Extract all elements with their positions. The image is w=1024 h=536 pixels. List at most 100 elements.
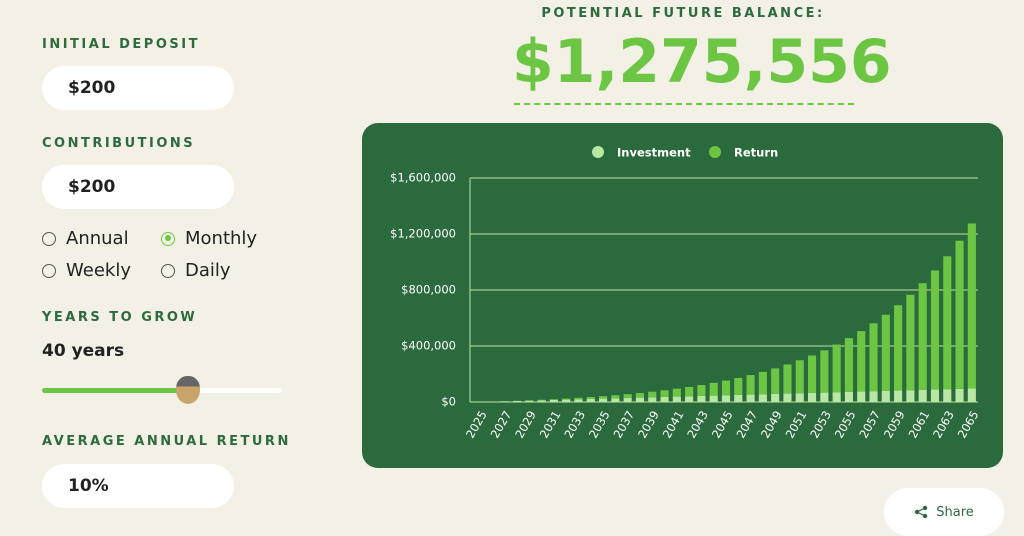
slider-track[interactable] bbox=[42, 388, 282, 393]
bar-segment bbox=[783, 365, 791, 394]
contributions-input[interactable]: $200 bbox=[42, 165, 234, 209]
bar-segment bbox=[660, 397, 668, 402]
radio-label[interactable]: Daily bbox=[185, 260, 231, 281]
legend-marker bbox=[709, 146, 721, 158]
bar-segment bbox=[636, 393, 644, 398]
share-icon bbox=[914, 505, 928, 519]
underline bbox=[514, 103, 854, 105]
y-tick-label: $0 bbox=[441, 395, 456, 409]
y-tick-label: $400,000 bbox=[401, 339, 456, 353]
y-tick-label: $1,200,000 bbox=[390, 227, 456, 241]
bar-segment bbox=[710, 383, 718, 396]
bar-segment bbox=[734, 395, 742, 402]
deposit-input[interactable]: $200 bbox=[42, 66, 234, 110]
legend-label: Investment bbox=[617, 146, 691, 160]
legend-label: Return bbox=[734, 146, 778, 160]
field-label: CONTRIBUTIONS bbox=[42, 136, 195, 151]
bar-segment bbox=[624, 398, 632, 402]
field-label: INITIAL DEPOSIT bbox=[42, 37, 200, 52]
bar-segment bbox=[882, 391, 890, 402]
bar-segment bbox=[685, 396, 693, 402]
bar-segment bbox=[722, 395, 730, 402]
bar-segment bbox=[919, 390, 927, 402]
bar-segment bbox=[820, 393, 828, 402]
bar-segment bbox=[611, 395, 619, 398]
bar-segment bbox=[648, 392, 656, 398]
y-tick-label: $800,000 bbox=[401, 283, 456, 297]
y-tick-label: $1,600,000 bbox=[390, 171, 456, 185]
bar-segment bbox=[611, 398, 619, 402]
bar-segment bbox=[882, 315, 890, 391]
bar-segment bbox=[808, 356, 816, 393]
bar-segment bbox=[968, 389, 976, 402]
radio-circle[interactable] bbox=[161, 232, 175, 246]
radio-label[interactable]: Monthly bbox=[185, 228, 257, 249]
bar-segment bbox=[796, 393, 804, 402]
bar-segment bbox=[845, 392, 853, 402]
bar-segment bbox=[759, 372, 767, 394]
bar-segment bbox=[525, 401, 533, 402]
bar-segment bbox=[869, 391, 877, 402]
bar-segment bbox=[894, 305, 902, 390]
bar-segment bbox=[783, 394, 791, 402]
bar-segment bbox=[697, 385, 705, 396]
slider-handle[interactable] bbox=[176, 376, 200, 404]
bar-segment bbox=[956, 241, 964, 389]
return-input[interactable]: 10% bbox=[42, 464, 234, 508]
radio-option[interactable]: Annual bbox=[42, 228, 129, 249]
radio-option[interactable]: Monthly bbox=[161, 228, 257, 249]
bar-segment bbox=[808, 393, 816, 402]
radio-option[interactable]: Daily bbox=[161, 260, 231, 281]
bar-segment bbox=[759, 394, 767, 402]
bar-segment bbox=[550, 399, 558, 400]
bar-segment bbox=[771, 368, 779, 394]
bar-segment bbox=[562, 399, 570, 400]
radio-label[interactable]: Annual bbox=[66, 228, 129, 249]
field-label: AVERAGE ANNUAL RETURN bbox=[42, 434, 291, 449]
bar-segment bbox=[501, 401, 509, 402]
radio-option[interactable]: Weekly bbox=[42, 260, 131, 281]
radio-label[interactable]: Weekly bbox=[66, 260, 131, 281]
page: INITIAL DEPOSIT $200 CONTRIBUTIONS $200 … bbox=[0, 0, 1024, 519]
bar-segment bbox=[931, 390, 939, 402]
bar-segment bbox=[660, 390, 668, 397]
bar-segment bbox=[968, 223, 976, 388]
slider-fill bbox=[42, 388, 187, 393]
bar-segment bbox=[513, 401, 521, 402]
bar-segment bbox=[956, 389, 964, 402]
result-value: $1,275,556 bbox=[512, 26, 854, 98]
radio-circle[interactable] bbox=[42, 232, 56, 246]
radio-circle[interactable] bbox=[42, 264, 56, 278]
bar-segment bbox=[624, 394, 632, 398]
bar-segment bbox=[538, 400, 546, 401]
legend-marker bbox=[592, 146, 604, 158]
bar-segment bbox=[943, 389, 951, 402]
radio-circle[interactable] bbox=[161, 264, 175, 278]
result-label: POTENTIAL FUTURE BALANCE: bbox=[512, 6, 854, 21]
bar-segment bbox=[906, 295, 914, 390]
bar-segment bbox=[943, 256, 951, 389]
bar-segment bbox=[648, 397, 656, 402]
bar-segment bbox=[734, 378, 742, 395]
bar-segment bbox=[538, 400, 546, 402]
bar-segment bbox=[845, 338, 853, 392]
bar-segment bbox=[919, 283, 927, 390]
bar-segment bbox=[685, 387, 693, 396]
bar-segment bbox=[574, 399, 582, 402]
bar-segment bbox=[833, 345, 841, 393]
field-label: YEARS TO GROW bbox=[42, 310, 197, 325]
chart: $0 $400,000 $800,000 $1,200,000 $1,600,000 In… bbox=[362, 123, 1003, 468]
years-value: 40 years bbox=[42, 341, 124, 361]
bar-segment bbox=[869, 323, 877, 391]
bar-segment bbox=[587, 397, 595, 399]
bar-segment bbox=[747, 395, 755, 402]
share-button[interactable]: Share bbox=[884, 488, 1004, 536]
bar-segment bbox=[673, 389, 681, 397]
bar-segment bbox=[857, 331, 865, 391]
bar-segment bbox=[722, 381, 730, 396]
bar-segment bbox=[599, 399, 607, 402]
bar-segment bbox=[931, 270, 939, 389]
bar-segment bbox=[636, 398, 644, 402]
share-label[interactable]: Share bbox=[936, 505, 974, 520]
bar-segment bbox=[599, 396, 607, 398]
